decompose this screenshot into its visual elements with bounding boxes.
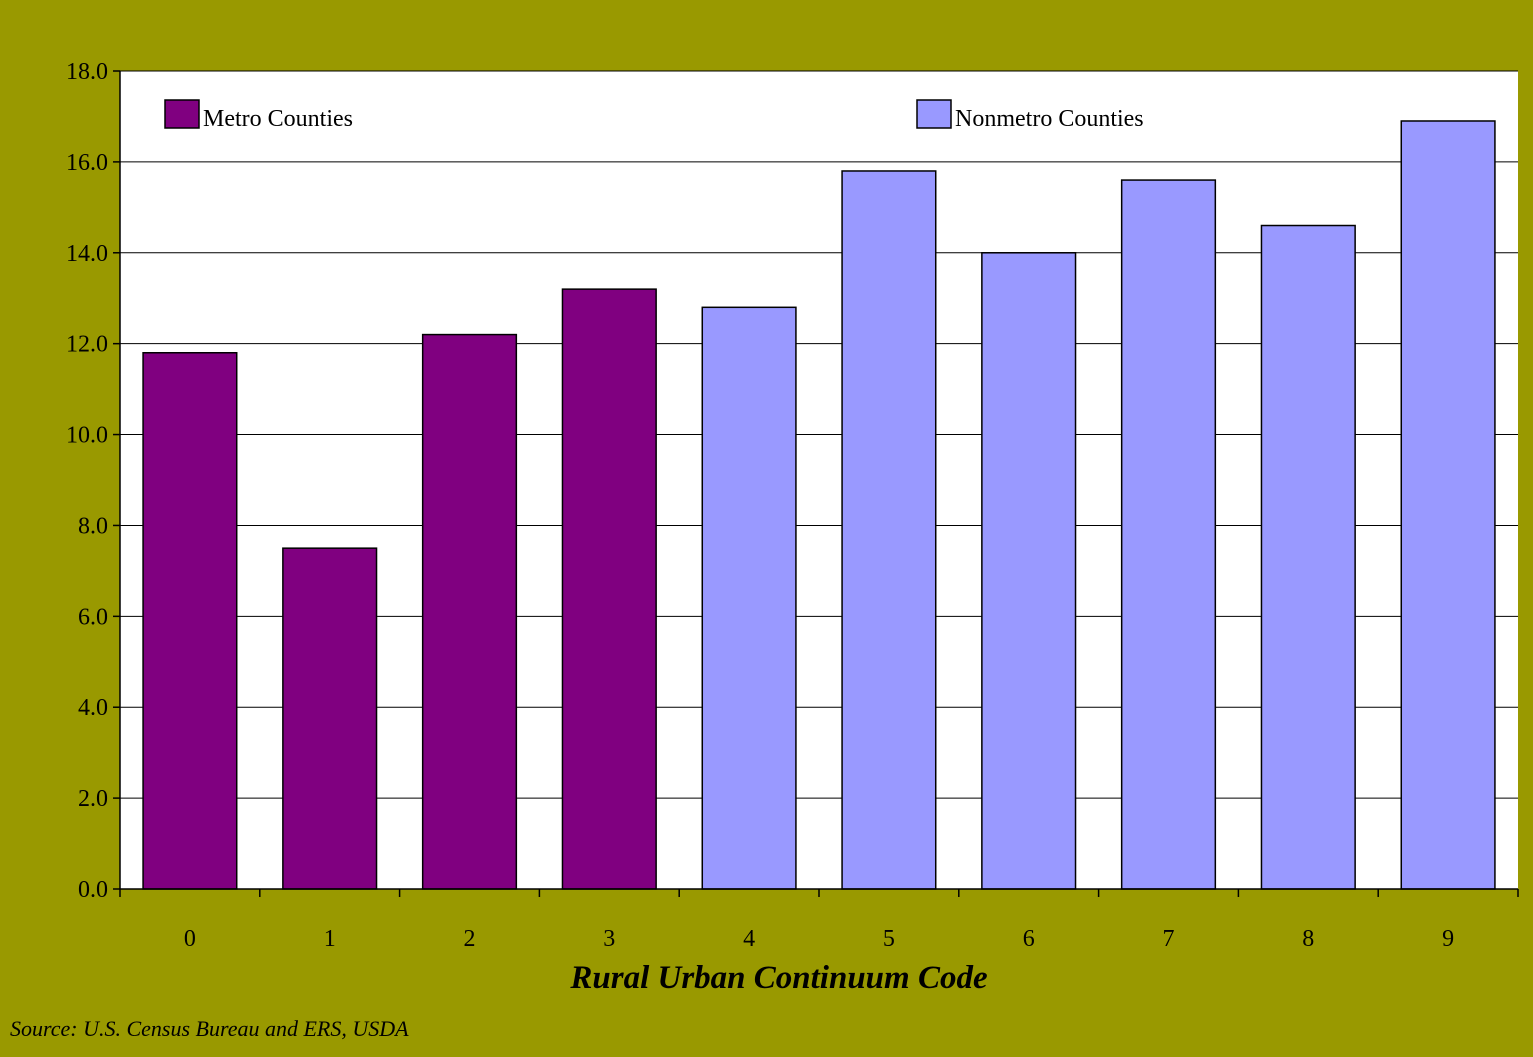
legend: Metro Counties Nonmetro Counties	[164, 99, 1144, 132]
legend-swatch	[164, 99, 200, 129]
y-axis-ticks: 0.0 2.0 4.0 6.0 8.0 10.0 12.0 14.0 16.0 18.0	[66, 59, 120, 903]
bar-nonmetro-8	[1260, 224, 1356, 890]
legend-label: Metro Counties	[203, 106, 353, 132]
x-axis-ticks: 0 1 2 3 4 5 6 7 8 9	[119, 889, 1519, 952]
y-tick-label: 18.0	[66, 59, 108, 85]
y-tick-label: 12.0	[66, 332, 108, 358]
x-tick-label: 5	[883, 926, 895, 952]
bar-metro-2	[421, 333, 518, 890]
bar-metro-3	[561, 288, 657, 890]
y-tick-label: 10.0	[66, 423, 108, 449]
bar-nonmetro-4	[701, 306, 797, 890]
bar-nonmetro-6	[981, 252, 1077, 890]
legend-swatch	[916, 99, 952, 129]
source-note: Source: U.S. Census Bureau and ERS, USDA	[10, 1016, 409, 1041]
x-tick-label: 8	[1302, 926, 1314, 952]
x-axis-title: Rural Urban Continuum Code	[569, 960, 987, 996]
bars	[142, 120, 1496, 890]
y-tick-label: 6.0	[78, 604, 108, 630]
bar-metro-0	[142, 352, 238, 890]
y-tick-label: 8.0	[78, 513, 108, 539]
bar-nonmetro-9	[1400, 120, 1496, 890]
x-tick-label: 6	[1023, 926, 1035, 952]
bar-nonmetro-7	[1120, 179, 1217, 890]
y-tick-label: 2.0	[78, 786, 108, 812]
legend-label: Nonmetro Counties	[955, 106, 1144, 132]
y-tick-label: 4.0	[78, 695, 108, 721]
x-tick-label: 3	[603, 926, 615, 952]
bar-metro-1	[282, 547, 378, 890]
x-tick-label: 7	[1163, 926, 1175, 952]
x-tick-label: 0	[184, 926, 196, 952]
x-tick-label: 4	[743, 926, 755, 952]
x-tick-label: 2	[464, 926, 476, 952]
y-tick-label: 16.0	[66, 150, 108, 176]
x-tick-label: 1	[324, 926, 336, 952]
x-tick-label: 9	[1442, 926, 1454, 952]
y-tick-label: 0.0	[78, 877, 108, 903]
bar-nonmetro-5	[841, 170, 937, 890]
y-tick-label: 14.0	[66, 241, 108, 267]
